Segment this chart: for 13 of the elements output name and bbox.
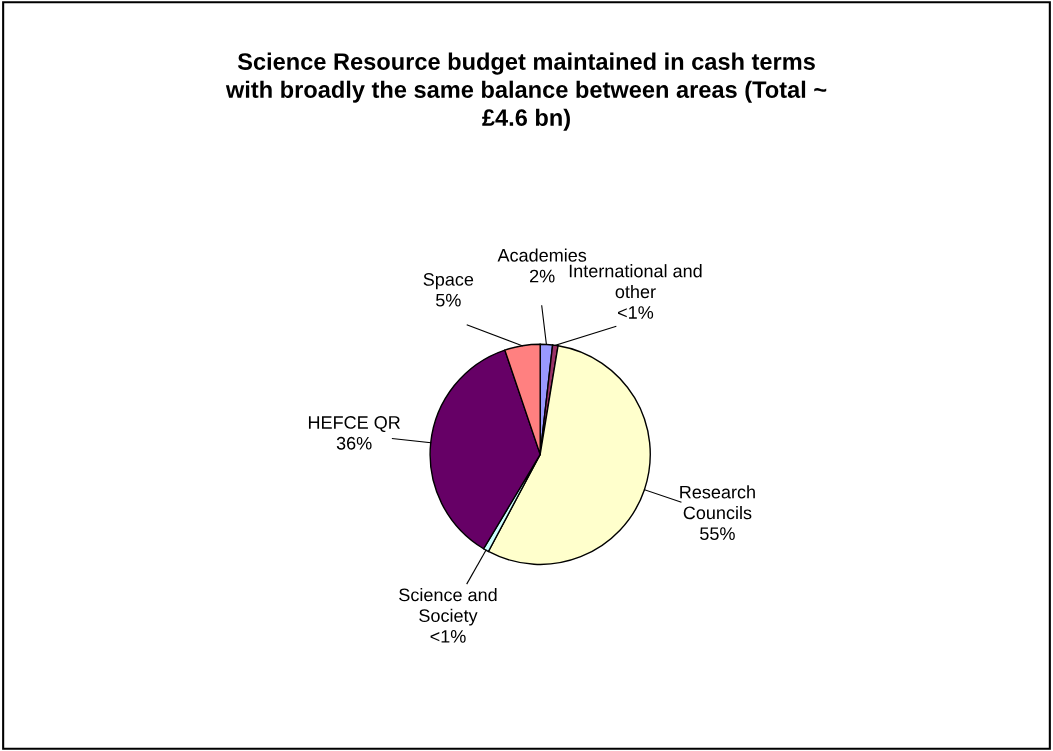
data-label: <1% bbox=[430, 630, 466, 643]
slice-label: Space bbox=[423, 273, 474, 290]
slice-label: Academies bbox=[497, 248, 587, 262]
chart-title: Science Resource budget maintained in cash terms with broadly the same balance between areas (Total ~ £4.6 bn) bbox=[225, 52, 827, 131]
slice-label: International and other bbox=[569, 264, 702, 299]
data-label: <1% bbox=[618, 306, 654, 319]
data-label: 5% bbox=[436, 293, 461, 307]
data-label: 55% bbox=[700, 527, 735, 541]
data-label: 36% bbox=[336, 436, 372, 450]
slice-label: Science and Society bbox=[399, 588, 497, 626]
slice-label: Research Councils bbox=[680, 485, 755, 520]
data-label: 2% bbox=[530, 269, 555, 283]
slice-label: HEFCE QR bbox=[308, 416, 400, 433]
